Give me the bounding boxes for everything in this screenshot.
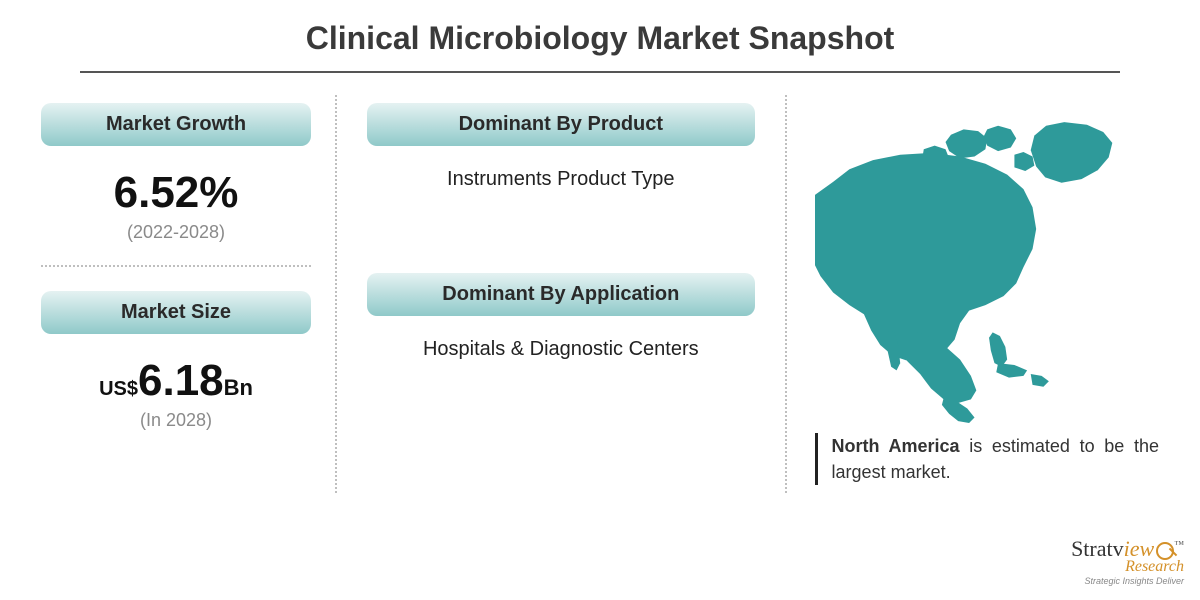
region-caption-bold: North America <box>832 436 960 456</box>
title-underline <box>80 71 1120 73</box>
dominant-application-value: Hospitals & Diagnostic Centers <box>367 338 754 361</box>
region-caption: North America is estimated to be the lar… <box>815 433 1159 485</box>
page-title: Clinical Microbiology Market Snapshot <box>35 20 1165 57</box>
columns: Market Growth 6.52% (2022-2028) Market S… <box>35 103 1165 485</box>
market-growth-years: (2022-2028) <box>41 222 311 243</box>
brand-sub-text: Research <box>1125 558 1184 575</box>
dominant-product-label: Dominant By Product <box>367 103 754 146</box>
horizontal-divider <box>41 265 311 267</box>
trademark-icon: ™ <box>1174 540 1184 551</box>
brand-main: Stratv <box>1071 536 1124 561</box>
brand-tagline: Strategic Insights Deliver <box>1071 576 1184 586</box>
vertical-divider-left <box>335 95 337 493</box>
market-size-label: Market Size <box>41 291 311 334</box>
north-america-map-icon <box>815 103 1159 433</box>
column-metrics: Market Growth 6.52% (2022-2028) Market S… <box>41 103 335 485</box>
column-dominants: Dominant By Product Instruments Product … <box>335 103 786 485</box>
dominant-application-label: Dominant By Application <box>367 273 754 316</box>
market-size-suffix: Bn <box>224 375 253 400</box>
market-size-value: US$6.18Bn <box>41 356 311 406</box>
brand-logo: Stratview™ Research Strategic Insights D… <box>1071 536 1184 586</box>
market-size-number: 6.18 <box>138 356 224 405</box>
market-growth-value: 6.52% <box>41 168 311 218</box>
market-growth-label: Market Growth <box>41 103 311 146</box>
market-size-year: (In 2028) <box>41 410 311 431</box>
dominant-product-value: Instruments Product Type <box>367 168 754 191</box>
market-size-prefix: US$ <box>99 378 138 400</box>
column-region: North America is estimated to be the lar… <box>787 103 1159 485</box>
